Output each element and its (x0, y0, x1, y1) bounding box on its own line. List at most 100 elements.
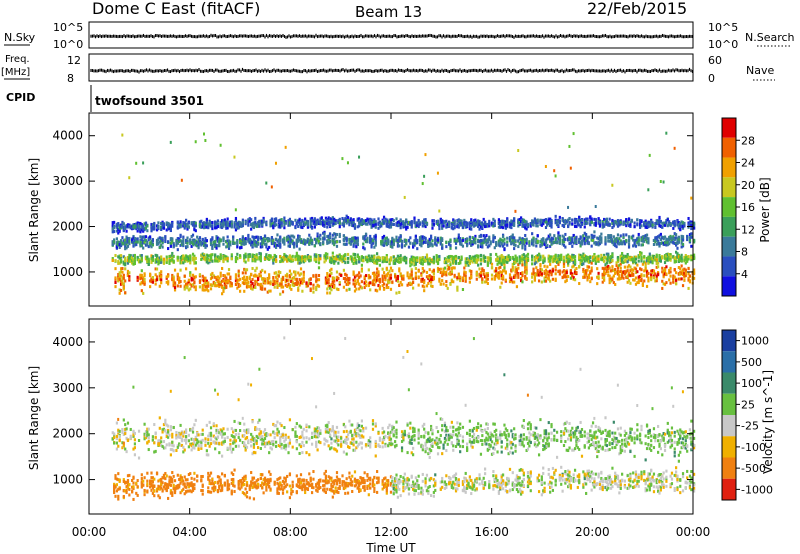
echo-cell (232, 241, 235, 245)
echo-cell (434, 238, 437, 242)
echo-cell (470, 218, 473, 222)
echo-cell (477, 223, 480, 227)
echo-cell (299, 256, 303, 260)
echo-cell (219, 257, 222, 261)
echo-cell (345, 214, 348, 218)
echo-cell (243, 267, 246, 271)
echo-cell (489, 261, 492, 265)
echo-cell (254, 216, 257, 220)
echo-cell (391, 218, 394, 222)
echo-cell (269, 224, 272, 228)
echo-cell (507, 257, 510, 261)
echo-cell (279, 218, 282, 222)
echo-cell (226, 235, 229, 239)
echo-cell (297, 288, 300, 292)
echo-cell (400, 243, 404, 247)
echo-cell (295, 251, 298, 255)
echo-cell (331, 216, 334, 220)
echo-cell (273, 220, 276, 224)
echo-cell (281, 277, 285, 281)
echo-cell (234, 273, 238, 277)
echo-cell (302, 238, 305, 242)
echo-cell (302, 260, 305, 264)
echo-cell (333, 237, 336, 241)
echo-cell (313, 253, 316, 257)
echo-cell (298, 261, 301, 265)
echo-cell (157, 225, 160, 229)
echo-cell (449, 240, 452, 244)
echo-cell (472, 224, 476, 228)
echo-cell (237, 284, 240, 288)
echo-cell (230, 284, 233, 288)
echo-cell (413, 220, 416, 224)
echo-cell (229, 284, 232, 288)
echo-cell (356, 278, 359, 282)
echo-cell (227, 241, 231, 245)
echo-cell (490, 262, 494, 266)
echo-cell (373, 283, 376, 287)
echo-cell (453, 225, 456, 229)
echo-cell (448, 221, 451, 225)
echo-cell (427, 239, 430, 243)
echo-cell (179, 239, 182, 243)
echo-cell (456, 219, 459, 223)
echo-cell (475, 260, 478, 264)
echo-cell (479, 262, 483, 266)
echo-cell (194, 229, 197, 233)
echo-cell (400, 222, 404, 226)
echo-cell (338, 219, 341, 223)
echo-cell (335, 278, 339, 282)
echo-cell (395, 291, 398, 295)
echo-cell (424, 236, 427, 240)
echo-cell (250, 227, 253, 231)
echo-cell (142, 161, 145, 165)
echo-cell (204, 258, 207, 262)
echo-cell (333, 232, 336, 236)
echo-cell (179, 256, 182, 260)
echo-cell (474, 223, 477, 227)
echo-cell (176, 225, 179, 229)
echo-cell (338, 217, 341, 221)
echo-cell (211, 243, 214, 247)
echo-cell (398, 238, 401, 242)
echo-cell (250, 283, 253, 287)
echo-cell (274, 245, 278, 249)
echo-cell (326, 218, 329, 222)
echo-cell (438, 209, 441, 213)
echo-cell (111, 257, 114, 261)
echo-cell (205, 239, 208, 243)
echo-cell (445, 261, 448, 265)
echo-cell (204, 256, 207, 260)
echo-cell (382, 221, 386, 225)
echo-cell (281, 256, 285, 260)
echo-cell (161, 220, 164, 224)
echo-cell (309, 225, 312, 229)
echo-cell (294, 218, 297, 222)
echo-cell (169, 140, 172, 144)
echo-cell (136, 255, 139, 259)
echo-cell (395, 276, 398, 280)
echo-cell (503, 248, 506, 252)
echo-cell (342, 255, 346, 259)
echo-cell (309, 240, 312, 244)
echo-cell (238, 240, 242, 244)
echo-cell (160, 260, 163, 264)
echo-cell (428, 262, 431, 266)
echo-cell (237, 220, 240, 224)
echo-cell (377, 258, 380, 262)
echo-cell (183, 226, 186, 230)
echo-cell (501, 261, 505, 265)
echo-cell (435, 259, 438, 263)
echo-cell (161, 226, 164, 230)
echo-cell (353, 284, 357, 288)
echo-cell (432, 259, 435, 263)
echo-cell (180, 256, 184, 260)
echo-cell (306, 255, 310, 259)
echo-cell (328, 240, 332, 244)
echo-cell (400, 283, 404, 287)
echo-cell (254, 222, 257, 226)
echo-cell (511, 262, 514, 266)
echo-cell (207, 226, 210, 230)
echo-cell (209, 277, 213, 281)
echo-cell (190, 240, 193, 244)
